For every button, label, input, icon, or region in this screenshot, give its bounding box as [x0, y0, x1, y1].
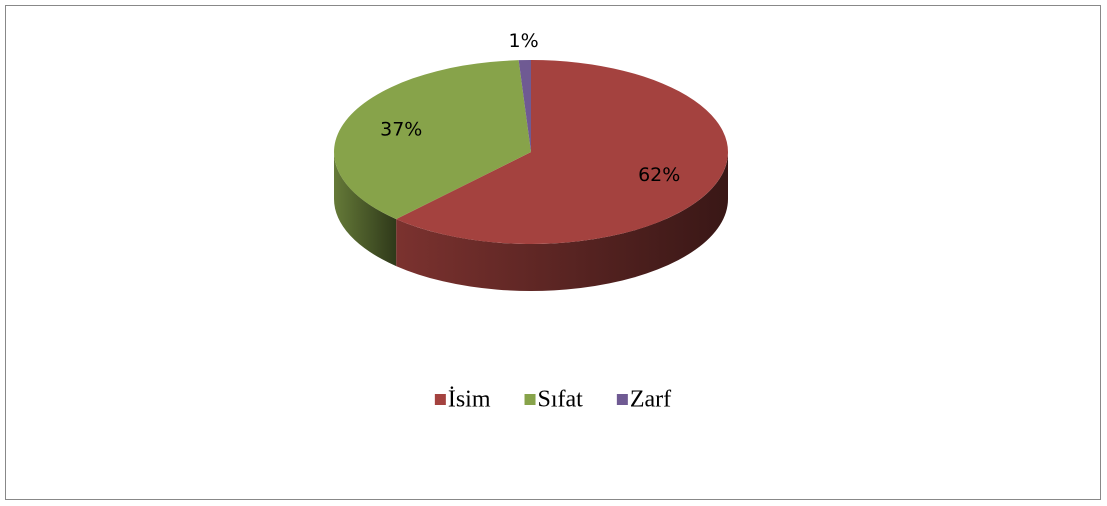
legend-label: Zarf	[630, 387, 671, 413]
pie-slice	[333, 60, 531, 220]
data-label: 62%	[638, 164, 680, 186]
pie-slice-side	[334, 152, 397, 267]
legend-swatch	[434, 394, 446, 405]
pie-slice	[396, 60, 729, 244]
pie-slice	[518, 60, 531, 152]
legend-label: İsim	[448, 387, 491, 413]
legend-swatch	[524, 394, 536, 405]
data-label: 1%	[508, 30, 538, 52]
legend-label: Sıfat	[538, 387, 584, 413]
pie-slice-side	[396, 152, 728, 292]
data-label: 37%	[380, 119, 422, 141]
legend-swatch	[616, 394, 628, 405]
legend: İsim Sıfat Zarf	[434, 387, 671, 413]
